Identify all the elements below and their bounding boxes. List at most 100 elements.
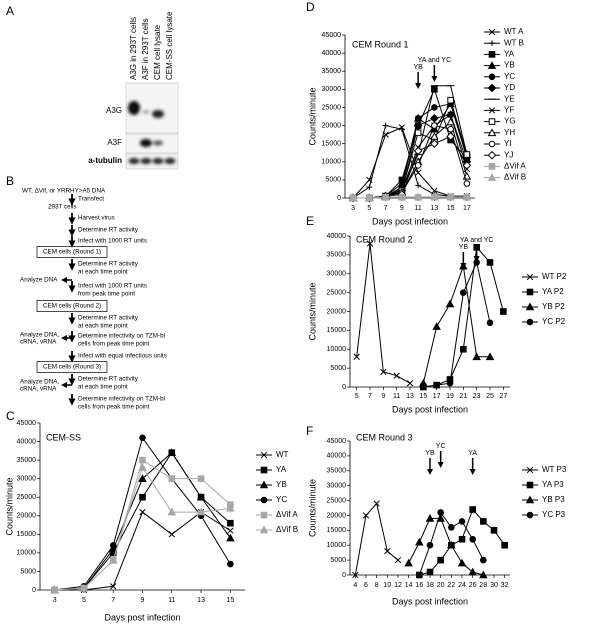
data-point [479, 570, 488, 579]
x-tick-label: 28 [479, 582, 487, 589]
legend-marker [260, 466, 268, 474]
legend-label: YB P3 [542, 495, 565, 504]
flow-text: cells from peak time point [78, 404, 150, 411]
data-point [430, 192, 439, 201]
y-tick-label: 30000 [322, 86, 342, 93]
row-label: A3F [107, 138, 122, 147]
x-tick-label: 17 [433, 393, 441, 400]
chart-title: CEM Round 2 [356, 234, 413, 244]
data-point [226, 533, 235, 542]
x-tick-label: 30 [490, 582, 498, 589]
data-point [139, 456, 146, 464]
data-point [448, 524, 455, 531]
data-point [463, 180, 471, 187]
legend-marker [525, 495, 535, 504]
y-tick-label: 25000 [17, 494, 37, 501]
flow-text: Determine infectivity on TZM-bl [78, 396, 165, 403]
legend-marker [488, 118, 496, 125]
data-point [460, 345, 467, 353]
x-tick-label: 26 [469, 582, 477, 589]
data-point [397, 192, 407, 201]
legend-label: ΔVif A [276, 510, 298, 519]
y-tick-label: 10000 [322, 159, 342, 166]
data-point [431, 104, 438, 111]
y-tick-label: 45000 [17, 420, 37, 427]
legend-label: ΔVif B [504, 173, 526, 182]
legend-marker [526, 318, 534, 326]
data-point [381, 192, 390, 201]
x-tick-label: 32 [501, 582, 509, 589]
data-point [462, 192, 472, 201]
data-point [197, 475, 205, 482]
data-point [447, 125, 454, 133]
row-label: a-tubulin [88, 156, 122, 165]
x-tick-label: 20 [437, 582, 445, 589]
data-point [352, 571, 359, 579]
y-tick-label: 30000 [327, 483, 347, 490]
chart-title: CEM Round 1 [352, 39, 409, 49]
flow-text: cRNA, vRNA [20, 386, 57, 393]
y-tick-label: 15000 [327, 527, 347, 534]
data-point [458, 535, 466, 543]
x-tick-label: 11 [414, 205, 421, 212]
axis [349, 236, 510, 388]
flow-text: from peak time point [78, 291, 135, 298]
y-tick-label: 30000 [327, 271, 347, 278]
x-tick-label: 10 [383, 582, 391, 589]
data-point [362, 512, 370, 519]
legend-label: YA P3 [542, 480, 564, 489]
y-tick-label: 0 [342, 384, 346, 391]
legend-label: YF [504, 106, 514, 115]
data-point [79, 583, 89, 592]
axis [39, 423, 245, 591]
y-tick-label: 10000 [17, 550, 37, 557]
x-tick-label: 12 [394, 582, 402, 589]
flow-text: at each time point [78, 384, 128, 391]
x-tick-label: 8 [375, 582, 379, 589]
data-point [404, 558, 413, 567]
data-point [490, 527, 498, 534]
legend-marker [488, 28, 496, 36]
data-point [384, 548, 391, 555]
annotation: YC [436, 443, 446, 450]
flow-text: Determine RT activity [78, 376, 139, 383]
row-label: A3G [106, 106, 122, 115]
legend-label: WT [276, 450, 289, 459]
y-tick-label: 10000 [327, 542, 347, 549]
x-tick-label: 19 [446, 393, 454, 400]
y-tick-label: 35000 [327, 252, 347, 259]
panel-label: C [6, 409, 15, 423]
x-tick-label: 9 [400, 205, 404, 212]
legend-marker [525, 302, 535, 311]
flow-text: Analyze DNA, [20, 379, 59, 386]
y-tick-label: 15000 [17, 531, 37, 538]
data-point [382, 122, 389, 129]
data-point [366, 184, 373, 190]
legend-marker [488, 51, 496, 58]
legend-label: YD [504, 83, 515, 92]
legend-label: WT P2 [542, 272, 567, 281]
x-tick-label: 15 [447, 205, 455, 212]
flow-text: WT, ΔVif, or YRRHY>A5 DNA [22, 188, 106, 195]
legend-marker [487, 173, 497, 181]
data-point [431, 187, 438, 194]
y-tick-label: 20000 [322, 122, 342, 129]
y-axis-label: Counts/minute [4, 477, 14, 535]
data-point [348, 193, 358, 202]
x-tick-label: 13 [430, 205, 438, 212]
series-line [54, 466, 231, 591]
x-tick-label: 6 [364, 582, 368, 589]
legend-label: YE [504, 94, 515, 103]
chart-title: CEM-SS [46, 432, 81, 442]
y-tick-label: 0 [337, 195, 341, 202]
x-tick-label: 14 [405, 582, 413, 589]
data-point [366, 240, 374, 247]
x-tick-label: 5 [355, 393, 359, 400]
y-tick-label: 35000 [327, 468, 347, 475]
y-tick-label: 15000 [327, 327, 347, 334]
legend-label: WT B [504, 38, 524, 47]
legend-marker [488, 107, 496, 114]
y-tick-label: 25000 [327, 289, 347, 296]
data-point [447, 96, 454, 104]
data-point [227, 560, 234, 568]
